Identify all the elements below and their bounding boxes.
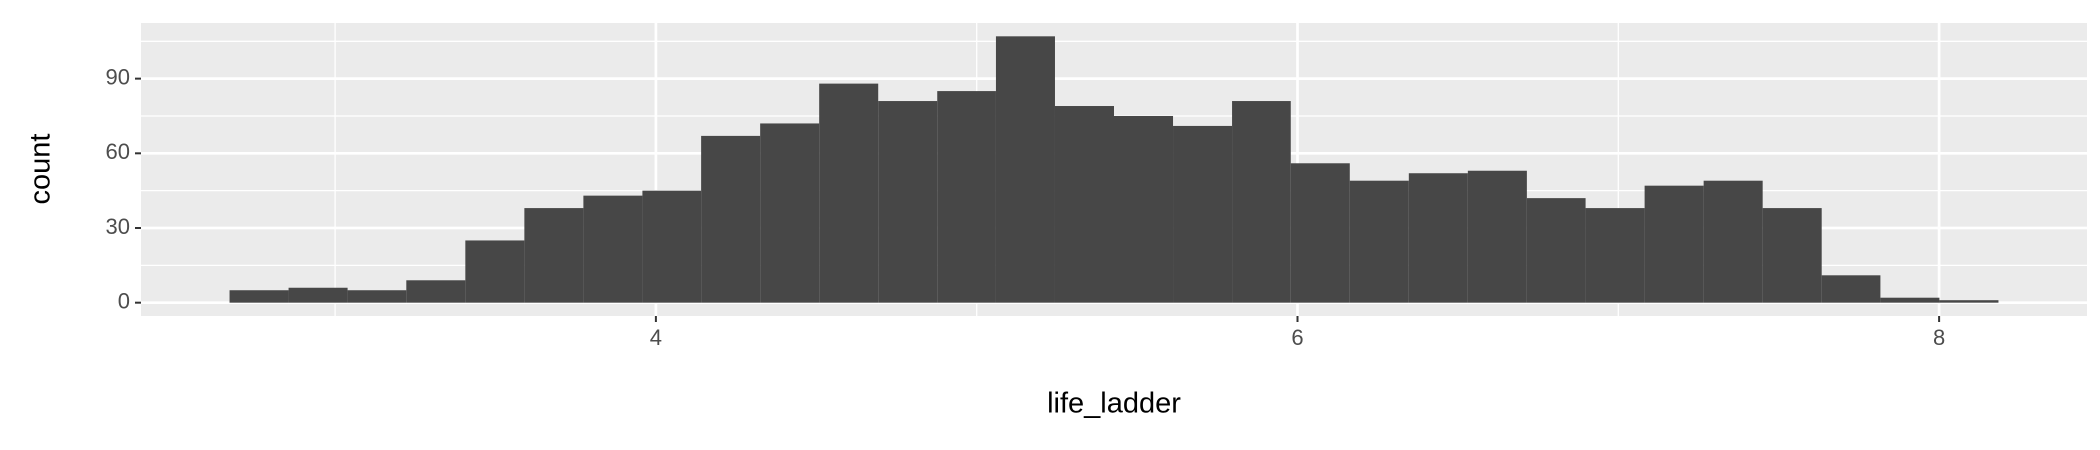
- bar: [1880, 297, 1940, 303]
- y-tick-label: 60: [106, 139, 130, 164]
- bar: [583, 195, 643, 303]
- bar: [642, 190, 702, 303]
- bar: [1349, 180, 1409, 303]
- bar: [406, 280, 466, 303]
- bar: [465, 240, 525, 303]
- bar: [229, 290, 289, 303]
- bar: [1821, 275, 1881, 303]
- bar: [701, 135, 761, 303]
- bar: [1703, 180, 1763, 303]
- x-tick-label: 8: [1933, 325, 1945, 350]
- bar: [347, 290, 407, 303]
- bar: [1408, 173, 1468, 303]
- bar: [1173, 125, 1233, 303]
- x-tick-label: 4: [650, 325, 662, 350]
- bar: [1467, 170, 1527, 303]
- bar: [995, 36, 1055, 303]
- bar: [524, 208, 584, 303]
- x-tick-label: 6: [1291, 325, 1303, 350]
- bar: [1054, 106, 1114, 303]
- bar: [1939, 300, 1999, 303]
- bar: [1114, 115, 1174, 303]
- y-axis-title: count: [25, 134, 57, 205]
- bar: [1762, 208, 1822, 303]
- bar: [1585, 208, 1645, 303]
- bar: [1526, 198, 1586, 303]
- bar: [288, 287, 348, 303]
- bar: [1644, 185, 1704, 303]
- y-tick-label: 90: [106, 64, 130, 89]
- x-axis-title: life_ladder: [1047, 388, 1181, 420]
- bar: [878, 101, 938, 303]
- bar: [1290, 163, 1350, 303]
- bar: [1232, 101, 1291, 303]
- bar: [937, 91, 996, 303]
- bar: [760, 123, 820, 303]
- bar: [819, 83, 879, 303]
- y-tick-label: 0: [118, 288, 130, 313]
- y-tick-label: 30: [106, 214, 130, 239]
